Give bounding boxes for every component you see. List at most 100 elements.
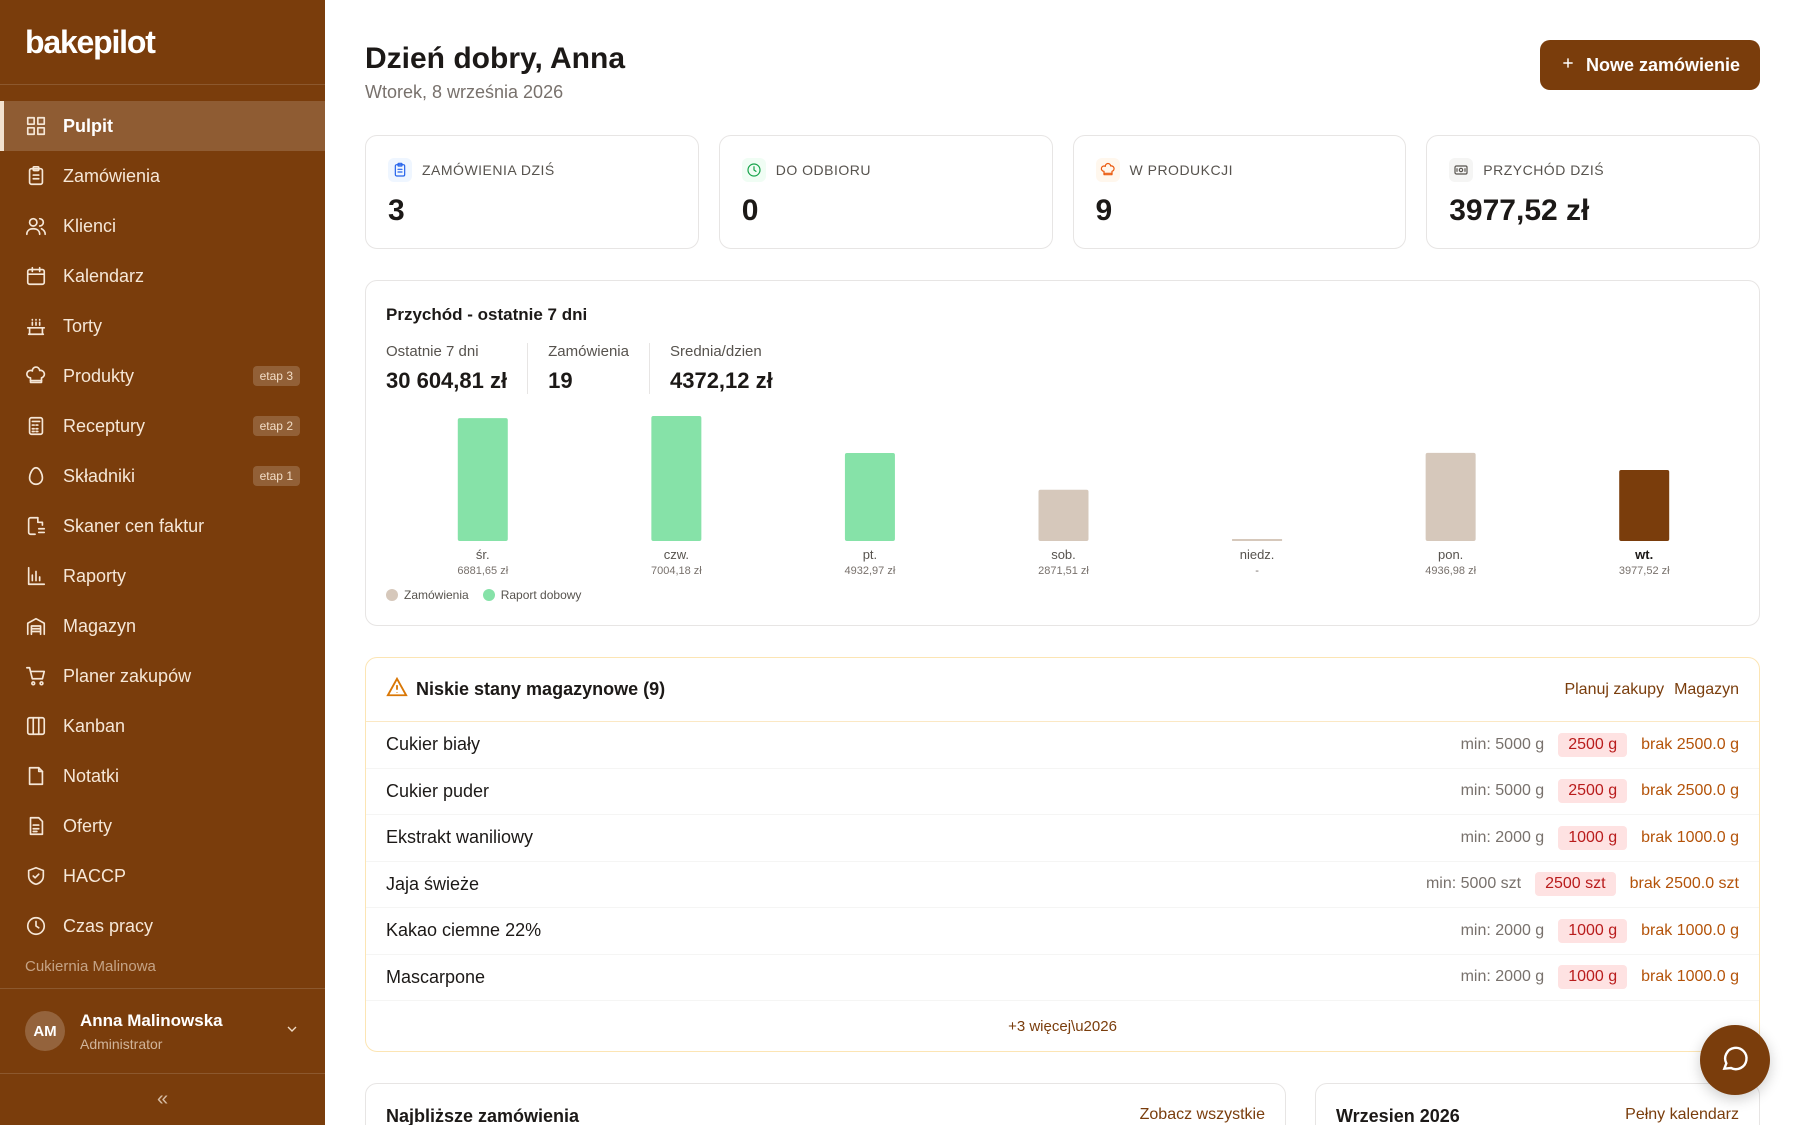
- stat-card[interactable]: DO ODBIORU 0: [718, 135, 1053, 249]
- summary-label: Zamówienia: [548, 343, 629, 360]
- file-scan-icon: [25, 515, 47, 537]
- grid-icon: [25, 115, 47, 137]
- legend-label: Raport dobowy: [500, 588, 582, 602]
- x-tick-label: niedz.: [1240, 547, 1275, 562]
- chart-bar[interactable]: [457, 418, 508, 541]
- ingredient-name: Ekstrakt waniliowy: [386, 827, 534, 848]
- stat-card[interactable]: W PRODUKCJI 9: [1072, 135, 1407, 249]
- legend-swatch: [482, 589, 495, 601]
- full-calendar-link[interactable]: Pełny kalendarz: [1625, 1106, 1739, 1123]
- calculator-icon: [25, 415, 47, 437]
- shortage: brak 1000.0 g: [1641, 921, 1739, 939]
- summary-item: Zamówienia 19: [548, 343, 650, 394]
- chart-bar[interactable]: [1425, 452, 1476, 541]
- stage-badge: etap 1: [252, 466, 300, 486]
- legend-swatch: [386, 589, 398, 601]
- sidebar-item-notatki[interactable]: Notatki: [0, 751, 325, 801]
- low-stock-card: Niskie stany magazynowe (9) Planuj zakup…: [365, 657, 1760, 1052]
- clock-icon: [741, 158, 766, 182]
- sidebar-item-czas-pracy[interactable]: Czas pracy: [0, 901, 325, 951]
- bar-chart-icon: [25, 565, 47, 587]
- sidebar-item-label: Notatki: [63, 765, 120, 786]
- summary-value: 19: [548, 368, 573, 393]
- sidebar-item-oferty[interactable]: Oferty: [0, 801, 325, 851]
- sidebar-item-magazyn[interactable]: Magazyn: [0, 601, 325, 651]
- sidebar-item-torty[interactable]: Torty: [0, 301, 325, 351]
- list-item[interactable]: Ekstrakt waniliowy min: 2000 g 1000 g brak …: [366, 815, 1759, 862]
- sidebar-item-produkty[interactable]: Produkty etap 3: [0, 351, 325, 401]
- sidebar-item-label: Klienci: [63, 215, 117, 236]
- stat-card[interactable]: ZAMÓWIENIA DZIŚ 3: [365, 135, 699, 249]
- summary-value: 4372,12 zł: [669, 368, 773, 393]
- chat-button[interactable]: [1700, 1025, 1770, 1095]
- sidebar-item-label: Skaner cen faktur: [63, 515, 205, 536]
- list-item[interactable]: Mascarpone min: 2000 g 1000 g brak 1000.0 g: [366, 955, 1759, 1001]
- data-label: 4936,98 zł: [1425, 565, 1476, 577]
- list-item[interactable]: Jaja świeże min: 5000 szt 2500 szt brak 250…: [366, 862, 1759, 908]
- chart-bar[interactable]: [1619, 470, 1670, 541]
- show-more-link[interactable]: +3 więcej\u2026: [1008, 1017, 1117, 1035]
- ingredient-name: Cukier puder: [386, 780, 490, 801]
- data-label: 3977,52 zł: [1619, 565, 1670, 577]
- sidebar-nav: Pulpit Zamówienia Klienci Kalendarz Torty Pro…: [0, 85, 325, 951]
- sidebar-item-kanban[interactable]: Kanban: [0, 701, 325, 751]
- sidebar-item-skaner-cen-faktur[interactable]: Skaner cen faktur: [0, 501, 325, 551]
- user-menu[interactable]: AM Anna Malinowska Administrator: [0, 988, 325, 1074]
- summary-label: Ostatnie 7 dni: [386, 343, 479, 360]
- stage-badge: etap 2: [252, 416, 300, 436]
- summary-value: 30 604,81 zł: [386, 368, 508, 393]
- legend-label: Zamówienia: [404, 588, 469, 602]
- stat-label: DO ODBIORU: [775, 162, 871, 178]
- chart-bar[interactable]: [1038, 489, 1089, 541]
- sidebar-item-pulpit[interactable]: Pulpit: [0, 101, 325, 151]
- list-item[interactable]: Kakao ciemne 22% min: 2000 g 1000 g brak 10…: [366, 908, 1759, 955]
- sidebar: bakepilot Pulpit Zamówienia Klienci Kalenda…: [0, 0, 325, 1125]
- calendar-card: Wrzesien 2026 Pełny kalendarz: [1315, 1083, 1760, 1125]
- chart-bar[interactable]: [844, 452, 895, 541]
- sidebar-item-label: HACCP: [63, 865, 127, 886]
- users-icon: [25, 215, 47, 237]
- main-content: Dzień dobry, Anna Wtorek, 8 września 202…: [325, 0, 1800, 1125]
- sidebar-item-planer-zakup-w[interactable]: Planer zakupów: [0, 651, 325, 701]
- sidebar-item-zam-wienia[interactable]: Zamówienia: [0, 151, 325, 201]
- collapse-sidebar-button[interactable]: «: [156, 1088, 169, 1110]
- list-item[interactable]: Cukier puder min: 5000 g 2500 g brak 2500.0…: [366, 769, 1759, 815]
- chart-bar[interactable]: [651, 416, 702, 541]
- ingredient-name: Kakao ciemne 22%: [386, 920, 542, 941]
- see-all-link[interactable]: Zobacz wszystkie: [1139, 1106, 1265, 1123]
- chat-bubble-icon: [1719, 1042, 1751, 1079]
- new-order-button[interactable]: Nowe zamówienie: [1540, 40, 1760, 90]
- stat-value: 3: [388, 194, 405, 227]
- shortage: brak 1000.0 g: [1641, 828, 1739, 846]
- x-tick-label: pon.: [1438, 547, 1463, 562]
- avatar: AM: [25, 1011, 65, 1051]
- sidebar-item-raporty[interactable]: Raporty: [0, 551, 325, 601]
- chart-legend: Zamówienia Raport dobowy: [386, 588, 581, 602]
- current-stock-badge: 2500 g: [1558, 779, 1628, 804]
- chef-hat-icon: [1095, 158, 1120, 182]
- current-stock-badge: 1000 g: [1558, 825, 1628, 850]
- warehouse-link[interactable]: Magazyn: [1674, 680, 1739, 698]
- x-tick-label: wt.: [1634, 547, 1653, 562]
- low-stock-list: Cukier biały min: 5000 g 2500 g brak 2500.0…: [366, 722, 1759, 1001]
- logo[interactable]: bakepilot: [0, 0, 325, 85]
- current-stock-badge: 2500 g: [1558, 732, 1628, 757]
- plan-purchases-link[interactable]: Planuj zakupy: [1564, 680, 1665, 698]
- legend-item: Zamówienia: [386, 588, 469, 602]
- stat-label: ZAMÓWIENIA DZIŚ: [422, 162, 555, 178]
- sidebar-item-haccp[interactable]: HACCP: [0, 851, 325, 901]
- stat-card[interactable]: PRZYCHÓD DZIŚ 3977,52 zł: [1426, 135, 1760, 249]
- sidebar-item-sk-adniki[interactable]: Składniki etap 1: [0, 451, 325, 501]
- sidebar-item-receptury[interactable]: Receptury etap 2: [0, 401, 325, 451]
- list-item[interactable]: Cukier biały min: 5000 g 2500 g brak 2500.0…: [366, 722, 1759, 769]
- clipboard-icon: [25, 165, 47, 187]
- chevron-down-icon[interactable]: [284, 1021, 300, 1042]
- current-stock-badge: 1000 g: [1558, 965, 1628, 990]
- shortage: brak 1000.0 g: [1641, 968, 1739, 986]
- columns-icon: [25, 715, 47, 737]
- stat-value: 3977,52 zł: [1449, 194, 1590, 227]
- page-title: Dzień dobry, Anna: [365, 42, 626, 75]
- sidebar-item-kalendarz[interactable]: Kalendarz: [0, 251, 325, 301]
- stat-header: DO ODBIORU: [741, 158, 1030, 182]
- sidebar-item-klienci[interactable]: Klienci: [0, 201, 325, 251]
